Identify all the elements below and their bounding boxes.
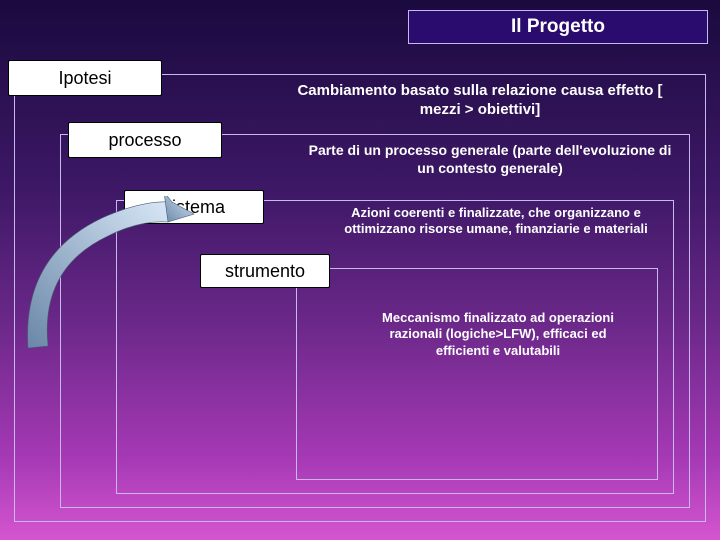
label-ipotesi: Ipotesi (8, 60, 162, 96)
desc-d2: Parte di un processo generale (parte del… (300, 142, 680, 177)
label-processo: processo (68, 122, 222, 158)
curved-arrow (22, 196, 198, 360)
desc-d1: Cambiamento basato sulla relazione causa… (280, 82, 680, 120)
label-strumento: strumento (200, 254, 330, 288)
title-banner: Il Progetto (408, 10, 708, 44)
nested-frame-f4 (296, 268, 658, 480)
page-title: Il Progetto (511, 16, 605, 38)
desc-d3: Azioni coerenti e finalizzate, che organ… (336, 205, 656, 238)
desc-d4: Meccanismo finalizzato ad operazioni raz… (368, 310, 628, 359)
